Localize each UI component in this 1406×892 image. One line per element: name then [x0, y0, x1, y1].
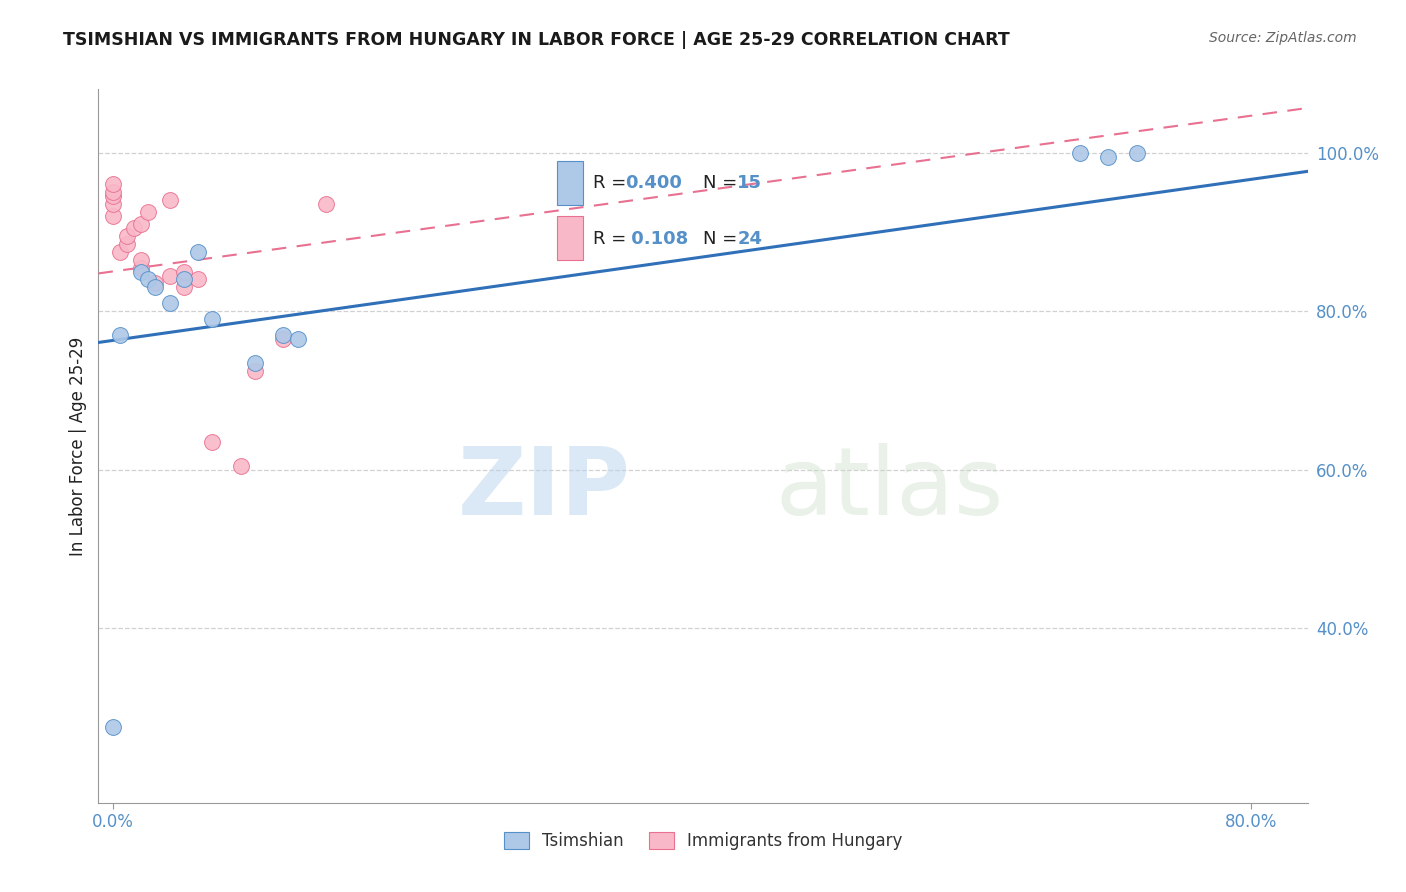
Point	[101, 186, 124, 200]
Point	[136, 205, 159, 219]
Text: 0.400: 0.400	[624, 174, 682, 192]
Point	[1069, 145, 1091, 160]
Point	[229, 458, 252, 473]
Point	[1097, 150, 1119, 164]
Text: R =: R =	[593, 174, 633, 192]
Text: N =: N =	[703, 174, 744, 192]
Point	[101, 209, 124, 223]
Point	[187, 272, 209, 286]
Point	[143, 280, 166, 294]
FancyBboxPatch shape	[557, 216, 583, 260]
Point	[108, 328, 131, 343]
Point	[159, 296, 181, 310]
Point	[122, 221, 145, 235]
Y-axis label: In Labor Force | Age 25-29: In Labor Force | Age 25-29	[69, 336, 87, 556]
FancyBboxPatch shape	[557, 161, 583, 205]
Point	[101, 721, 124, 735]
Point	[287, 332, 309, 346]
Point	[243, 364, 266, 378]
Text: 24: 24	[737, 230, 762, 248]
Point	[315, 197, 337, 211]
Point	[143, 277, 166, 291]
Point	[187, 244, 209, 259]
Text: TSIMSHIAN VS IMMIGRANTS FROM HUNGARY IN LABOR FORCE | AGE 25-29 CORRELATION CHAR: TSIMSHIAN VS IMMIGRANTS FROM HUNGARY IN …	[63, 31, 1010, 49]
Point	[101, 189, 124, 203]
Text: 15: 15	[737, 174, 762, 192]
Point	[201, 435, 224, 450]
Point	[129, 260, 152, 275]
Point	[101, 197, 124, 211]
Point	[1126, 145, 1149, 160]
Text: atlas: atlas	[776, 442, 1004, 535]
Point	[173, 264, 195, 278]
Point	[201, 312, 224, 326]
Point	[273, 328, 295, 343]
Point	[243, 356, 266, 370]
Point	[136, 272, 159, 286]
Point	[129, 264, 152, 278]
Point	[108, 244, 131, 259]
Point	[129, 217, 152, 231]
Point	[273, 332, 295, 346]
Text: N =: N =	[703, 230, 744, 248]
Legend: Tsimshian, Immigrants from Hungary: Tsimshian, Immigrants from Hungary	[495, 824, 911, 859]
Point	[159, 268, 181, 283]
Point	[173, 272, 195, 286]
Point	[115, 228, 138, 243]
Text: Source: ZipAtlas.com: Source: ZipAtlas.com	[1209, 31, 1357, 45]
Text: R =: R =	[593, 230, 633, 248]
Point	[101, 178, 124, 192]
Point	[159, 193, 181, 207]
Point	[173, 280, 195, 294]
Text: 0.108: 0.108	[624, 230, 688, 248]
Point	[129, 252, 152, 267]
Text: ZIP: ZIP	[457, 442, 630, 535]
Point	[115, 236, 138, 251]
